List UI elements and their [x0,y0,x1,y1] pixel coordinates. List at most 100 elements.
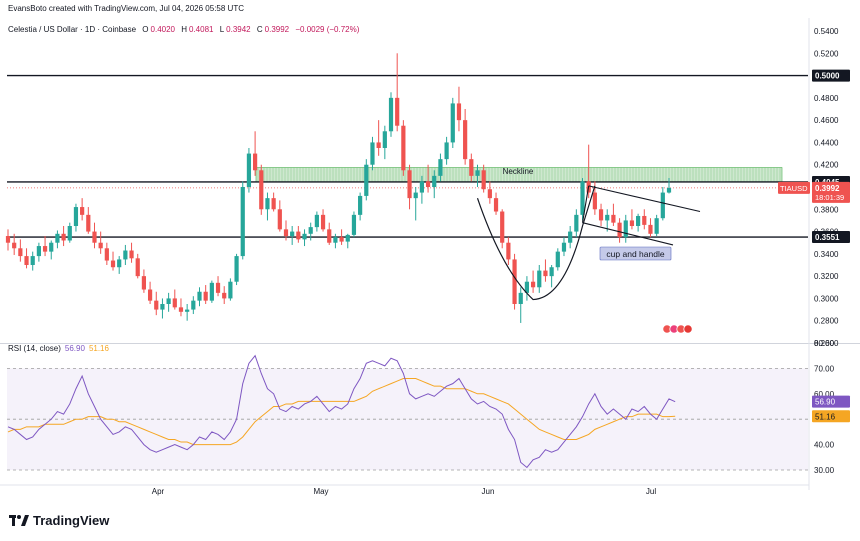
candle [654,218,659,234]
candle [191,300,196,310]
price-tick: 0.3000 [814,294,839,303]
candle [302,233,307,240]
candle [61,233,66,241]
candle [166,298,171,304]
candle [524,281,530,293]
candle [611,214,616,223]
price-tick: 0.3400 [814,250,839,259]
low-label: L [219,25,225,34]
handle-upper-trendline [588,185,701,213]
high-label: H [181,25,187,34]
candle [339,237,344,242]
candle [123,250,128,260]
symbol-tag-label: TIAUSD [780,184,808,193]
candle [568,231,573,243]
price-tick: 0.4400 [814,138,839,147]
candle [543,270,548,277]
cup-and-handle-label: cup and handle [606,249,664,259]
candle [623,220,628,238]
time-tick: Jul [646,487,656,496]
candle [450,103,455,143]
candle [636,215,641,226]
rsi-ma-legend-value: 51.16 [88,344,109,353]
price-tick: 0.2600 [814,339,839,348]
candle [555,251,560,268]
rsi-value-tag [812,395,850,408]
candle [290,231,295,237]
candle [141,276,147,290]
candle [234,256,239,282]
rsi-tick: 70.00 [814,364,835,373]
candle [36,246,41,257]
close-label: C [256,25,263,34]
level-price-label: 0.3551 [815,233,840,242]
event-icon [683,324,693,334]
tradingview-logo[interactable]: TradingView [9,513,109,528]
price-tick: 0.3800 [814,205,839,214]
candle [160,304,165,310]
candle [172,298,177,308]
candle [660,192,665,219]
candle [629,220,635,226]
candle [351,214,357,235]
candle [308,227,313,234]
candle [407,170,412,199]
candle [18,248,23,257]
chart-canvas[interactable]: Neckline cup and handle 0.5400 0.5200 0.4800… [0,0,860,510]
candle [314,214,319,228]
close-value: 0.3992 [264,25,290,34]
candle [432,175,437,187]
candle [438,159,443,176]
chart-credit: EvansBoto created with TradingView.com, … [8,4,244,13]
candle [209,282,214,301]
candle [580,181,585,215]
price-tick: 0.4800 [814,94,839,103]
candle [135,258,140,277]
rsi-legend-value: 56.90 [64,344,85,353]
candle [592,192,597,210]
candle [98,242,103,249]
candle [469,159,474,176]
neckline-label: Neckline [503,167,534,176]
candle [228,281,233,299]
time-tick: Jun [482,487,495,496]
candle [296,231,301,240]
rsi-line [7,354,676,469]
low-value: 0.3942 [226,25,251,34]
candle [475,170,480,176]
candle [92,231,97,243]
candle [222,292,227,299]
rsi-tick: 60.00 [814,390,835,399]
candle [277,209,282,230]
price-tick: 0.3200 [814,272,839,281]
rsi-title: RSI (14, close) [8,344,61,353]
candle [401,125,406,171]
candle [487,189,492,199]
candle [549,267,554,277]
candle [419,181,424,193]
candle [327,229,332,243]
candle [370,142,375,165]
candle [67,226,72,241]
candle [283,229,289,237]
candle [129,250,134,259]
candle [24,256,29,265]
candle [185,309,190,312]
candle [358,195,363,215]
candle [512,259,517,304]
level-price-label: 0.5000 [815,72,840,81]
rsi-tick: 30.00 [814,466,835,475]
candle [246,153,252,187]
open-label: O [142,25,149,34]
candle [80,207,85,215]
candle [425,181,431,187]
candle [42,246,48,252]
price-tick: 0.5400 [814,27,839,36]
candle [55,233,60,243]
candle [444,142,449,160]
candle [240,187,245,257]
candle [382,131,387,148]
candle [364,164,369,196]
event-icon [683,324,693,334]
candle [259,170,264,210]
